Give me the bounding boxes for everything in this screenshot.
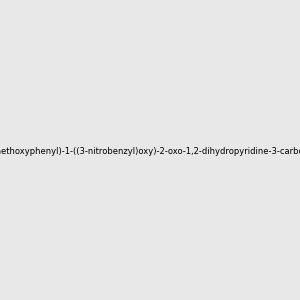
Text: N-(4-methoxyphenyl)-1-((3-nitrobenzyl)oxy)-2-oxo-1,2-dihydropyridine-3-carboxami: N-(4-methoxyphenyl)-1-((3-nitrobenzyl)ox… <box>0 147 300 156</box>
